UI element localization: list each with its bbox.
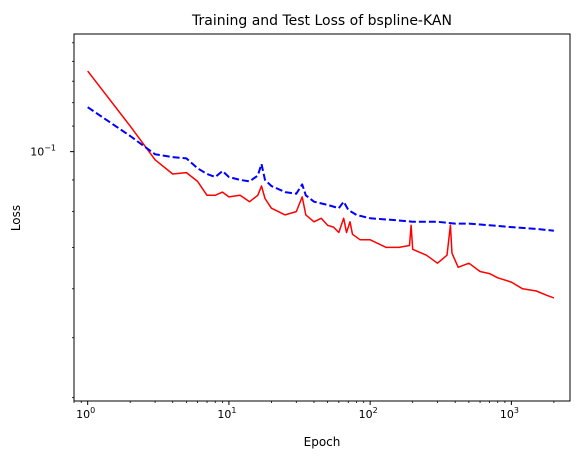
x-tick-label-exp: 2: [373, 406, 378, 415]
chart-title: Training and Test Loss of bspline-KAN: [191, 13, 452, 29]
x-axis-label: Epoch: [304, 435, 341, 449]
x-tick-label-exp: 3: [514, 406, 519, 415]
x-tick-label-exp: 0: [90, 406, 95, 415]
series-line-1: [87, 70, 555, 299]
plot-frame: [73, 33, 571, 402]
x-tick-label-exp: 1: [231, 406, 236, 415]
y-axis-label: Loss: [9, 205, 23, 231]
series-line-2: [87, 106, 555, 232]
series-layer: [87, 70, 555, 299]
y-tick-label-exp: −1: [44, 144, 56, 153]
